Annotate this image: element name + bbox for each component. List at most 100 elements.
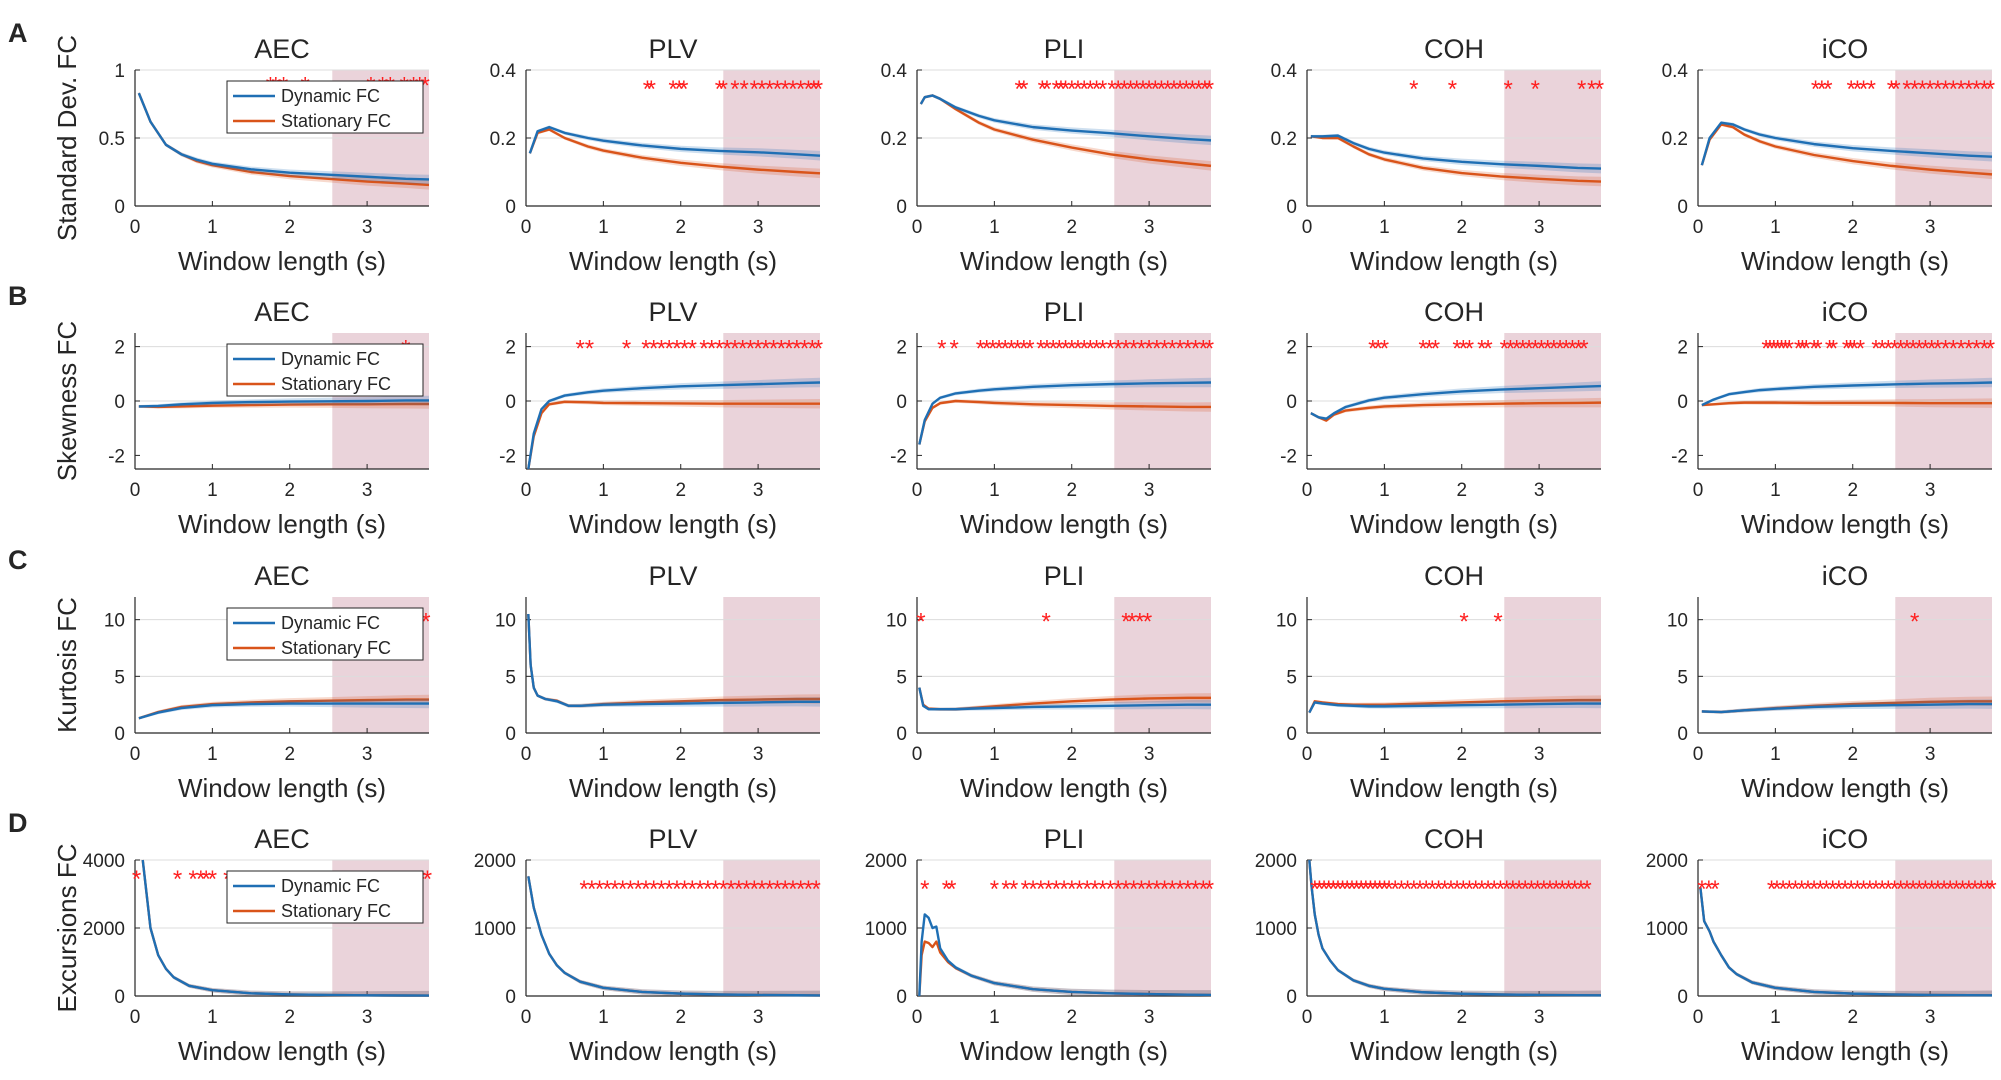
panel-title: COH [1424,561,1484,591]
y-tick-label: 1000 [474,919,516,940]
significance-star: * [1199,876,1208,903]
significance-star: * [1459,336,1468,363]
dynamic-fc-line [1701,702,1992,714]
significance-star: * [796,876,805,903]
significance-star: * [1842,336,1851,363]
significance-star: * [765,876,774,903]
x-tick-label: 3 [1925,1007,1936,1028]
significance-star: * [1908,876,1917,903]
legend: Dynamic FC Stationary FC [226,870,424,924]
x-tick-label: 3 [362,1007,373,1028]
significance-star: * [1135,609,1144,636]
significance-star: * [1380,336,1389,363]
significance-star: * [1765,336,1774,363]
significance-star: * [1558,876,1567,903]
dynamic-fc-line [1700,121,1993,166]
significance-star: * [773,76,782,103]
dynamic-fc-band [1310,381,1601,421]
x-tick-label: 1 [989,217,1000,238]
x-tick-label: 0 [130,480,141,501]
significance-star: * [1044,876,1053,903]
significance-star: * [1090,876,1099,903]
x-tick-label: 1 [1379,480,1390,501]
x-axis-label: Window length (s) [1741,509,1949,539]
x-tick-label: 0 [1302,217,1313,238]
row-letter: C [8,545,28,575]
x-tick-label: 0 [130,744,141,765]
x-tick-label: 2 [675,217,686,238]
significance-star: * [1574,336,1583,363]
significance-star: * [1061,336,1070,363]
x-axis-label: Window length (s) [1741,773,1949,803]
y-tick-label: -2 [499,446,516,467]
legend-label: Stationary FC [281,901,391,921]
x-tick-label: 3 [1534,1007,1545,1028]
legend-label: Dynamic FC [281,349,380,369]
x-tick-label: 2 [1847,480,1858,501]
significance-star: * [1896,336,1905,363]
significance-star: * [1927,336,1936,363]
significance-star: * [1440,876,1449,903]
significance-star: * [1958,876,1967,903]
x-tick-label: 1 [598,480,609,501]
significance-star: * [1983,876,1992,903]
significance-star: * [1794,336,1803,363]
x-tick-label: 1 [1379,217,1390,238]
significance-star: * [1822,876,1831,903]
significance-star: * [173,866,182,893]
x-axis-label: Window length (s) [569,773,777,803]
significance-star: * [595,876,604,903]
significance-star: * [1061,76,1070,103]
significance-star: * [1521,876,1530,903]
significance-star: * [1356,876,1365,903]
significance-star: * [1391,876,1400,903]
significance-star: * [1514,876,1523,903]
significance-star: * [1915,336,1924,363]
x-axis-label: Window length (s) [178,1036,386,1066]
x-tick-label: 2 [1847,217,1858,238]
dynamic-fc-band [528,377,820,469]
significance-star: * [421,609,430,636]
dynamic-fc-line [918,687,1211,711]
significance-star: * [1502,876,1511,903]
significance-star: * [1415,876,1424,903]
y-tick-label: -2 [1671,446,1688,467]
y-tick-label: 2 [1286,338,1297,359]
panel-title: COH [1424,34,1484,64]
significance-star: * [1098,76,1107,103]
panel-title: COH [1424,824,1484,854]
significance-star: * [1182,76,1191,103]
significance-star: * [1582,876,1591,903]
panel-aec-c: AEC 0 5 10 0 1 2 3 Window length (s) * Dynamic FC S… [104,561,431,803]
x-axis-label: Window length (s) [1350,1036,1558,1066]
significance-star: * [1772,876,1781,903]
significance-star: * [1361,876,1370,903]
stationary-fc-line [528,128,821,175]
significance-star: * [423,866,432,893]
significance-star: * [1151,76,1160,103]
significance-star: * [1007,336,1016,363]
significance-star: * [1704,876,1713,903]
significance-star: * [1949,336,1958,363]
significance-star: * [1921,336,1930,363]
x-tick-label: 1 [207,480,218,501]
significance-star: * [1144,336,1153,363]
significance-star: * [132,866,141,893]
y-axis-label: Standard Dev. FC [52,35,82,241]
significance-star: * [1777,336,1786,363]
significance-star: * [1042,336,1051,363]
panel-title: AEC [254,561,310,591]
significance-star: * [1191,336,1200,363]
x-axis-label: Window length (s) [178,246,386,276]
x-tick-label: 0 [1693,1007,1704,1028]
x-axis-label: Window length (s) [960,773,1168,803]
significance-star: * [1576,876,1585,903]
significance-star: * [976,336,985,363]
significance-star: * [1137,876,1146,903]
significance-star: * [1137,336,1146,363]
significance-star: * [1825,336,1834,363]
legend: Dynamic FC Stationary FC [226,607,424,661]
